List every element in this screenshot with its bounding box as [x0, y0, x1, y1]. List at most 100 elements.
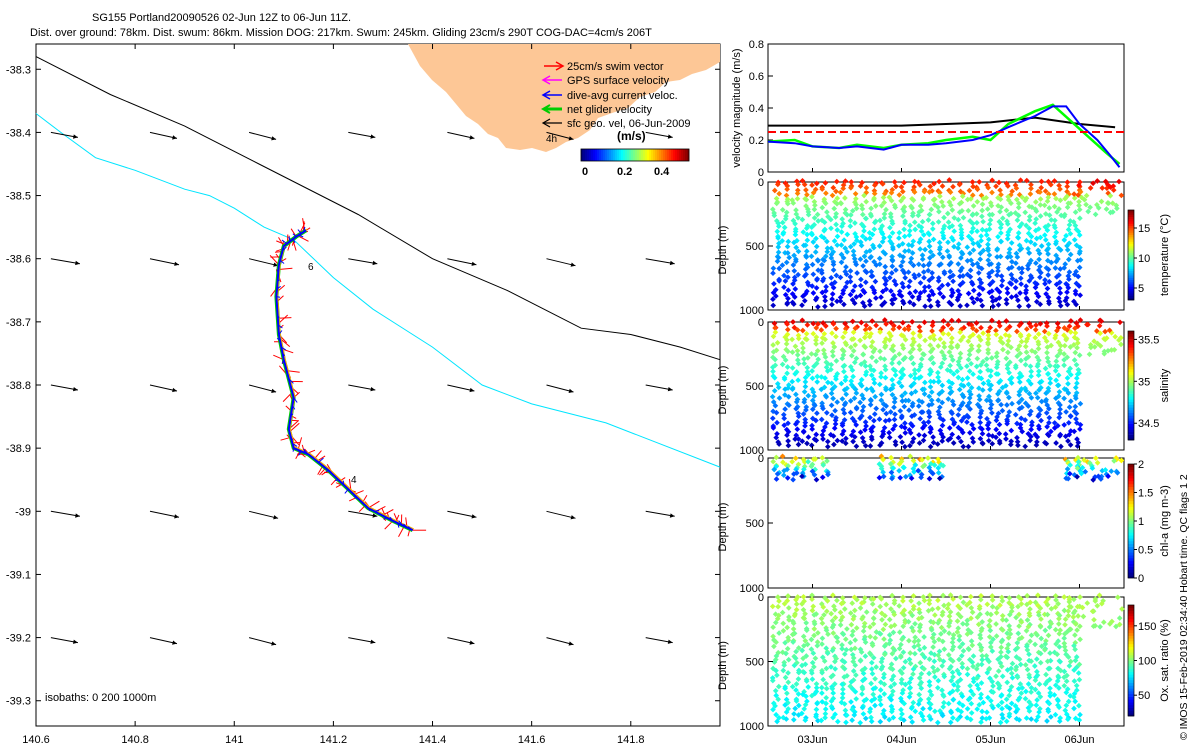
sample-point [785, 442, 792, 449]
sample-point [891, 681, 898, 687]
sample-point [896, 351, 903, 357]
sample-point [899, 439, 905, 446]
sample-point [1075, 454, 1081, 461]
depth-tick-label: 1000 [740, 721, 764, 733]
sample-point [792, 371, 798, 377]
section-colorbar-cell [1128, 385, 1134, 389]
sample-point [941, 270, 948, 277]
sample-point [979, 430, 986, 437]
dive-avg-vector [325, 469, 329, 473]
sample-point [934, 719, 941, 726]
sample-point [966, 347, 973, 354]
sample-point [1012, 411, 1019, 418]
sample-point [896, 379, 902, 386]
sample-point [1022, 361, 1029, 368]
sample-point [813, 235, 819, 242]
dive-avg-vector [297, 229, 302, 234]
sample-point [829, 705, 836, 712]
sample-point [918, 670, 925, 677]
sample-point [1018, 357, 1024, 364]
sample-point [900, 254, 907, 260]
sample-point [1076, 676, 1083, 683]
sample-point [1051, 203, 1058, 210]
sample-point [1064, 179, 1071, 186]
sample-point [791, 268, 798, 274]
vector-shaft [348, 510, 378, 517]
sample-point [876, 474, 883, 481]
sample-point [909, 212, 916, 219]
sample-point [1047, 690, 1054, 696]
sample-point [910, 671, 916, 677]
sample-point [840, 255, 847, 261]
sample-point [993, 621, 999, 627]
sample-point [1093, 328, 1100, 334]
sample-point [909, 403, 916, 409]
sample-point [928, 206, 935, 213]
sample-point [1065, 716, 1071, 723]
section-colorbar-cell [1128, 264, 1134, 267]
sample-point [959, 641, 966, 647]
depth-tick-label: 0 [758, 317, 764, 329]
sample-point [820, 320, 826, 326]
sample-point [995, 656, 1001, 663]
sample-point [957, 350, 964, 357]
sample-point [901, 612, 907, 618]
sample-point [810, 290, 817, 296]
sample-point [1076, 702, 1082, 709]
sample-point [1052, 265, 1059, 271]
dive-avg-vector [278, 330, 283, 335]
sample-point [996, 440, 1003, 446]
sample-point [828, 664, 834, 670]
sample-point [857, 429, 864, 436]
section-colorbar-cell [1128, 523, 1134, 527]
sample-point [829, 301, 835, 308]
sample-point [782, 357, 789, 363]
section-colorbar-cell [1128, 404, 1134, 408]
sample-point [979, 302, 986, 309]
sample-point [957, 644, 963, 650]
sample-point [842, 195, 848, 201]
vel-y-tick-label: 0.8 [749, 39, 764, 51]
sample-point [980, 330, 986, 337]
sample-point [889, 376, 896, 383]
sample-point [1003, 390, 1010, 397]
sample-point [830, 261, 837, 268]
sample-point [999, 627, 1006, 633]
sample-point [999, 673, 1006, 680]
sample-point [965, 381, 972, 388]
sample-point [813, 285, 820, 291]
sample-point [811, 664, 817, 670]
sample-point [930, 434, 936, 440]
sample-point [947, 268, 954, 275]
sample-point [893, 655, 899, 662]
sample-point [909, 250, 916, 256]
sample-point [1034, 668, 1040, 675]
sample-point [1066, 470, 1073, 477]
sample-point [1038, 269, 1044, 276]
sample-point [1006, 595, 1013, 601]
sample-point [891, 611, 898, 618]
sample-point [1076, 202, 1082, 209]
sample-point [815, 304, 821, 310]
sample-point [860, 628, 867, 634]
section-colorbar-cell [1128, 472, 1134, 476]
sample-point [1038, 643, 1045, 650]
sample-point [940, 203, 947, 209]
sample-point [781, 467, 787, 474]
sample-point [1015, 200, 1022, 207]
sample-point [1047, 362, 1053, 369]
section-colorbar-cell [1128, 273, 1134, 276]
sample-point [916, 609, 923, 616]
section-colorbar-cell [1128, 575, 1134, 579]
sample-point [891, 399, 898, 405]
sample-point [782, 386, 788, 393]
sample-point [969, 261, 976, 268]
sample-point [821, 658, 828, 664]
sample-point [977, 368, 984, 375]
sample-point [900, 372, 907, 378]
section-colorbar-cell [1128, 228, 1134, 231]
y-tick-label: -38.9 [6, 443, 31, 455]
sample-point [1024, 592, 1031, 599]
isobaths [35, 56, 721, 468]
sample-point [996, 430, 1003, 437]
